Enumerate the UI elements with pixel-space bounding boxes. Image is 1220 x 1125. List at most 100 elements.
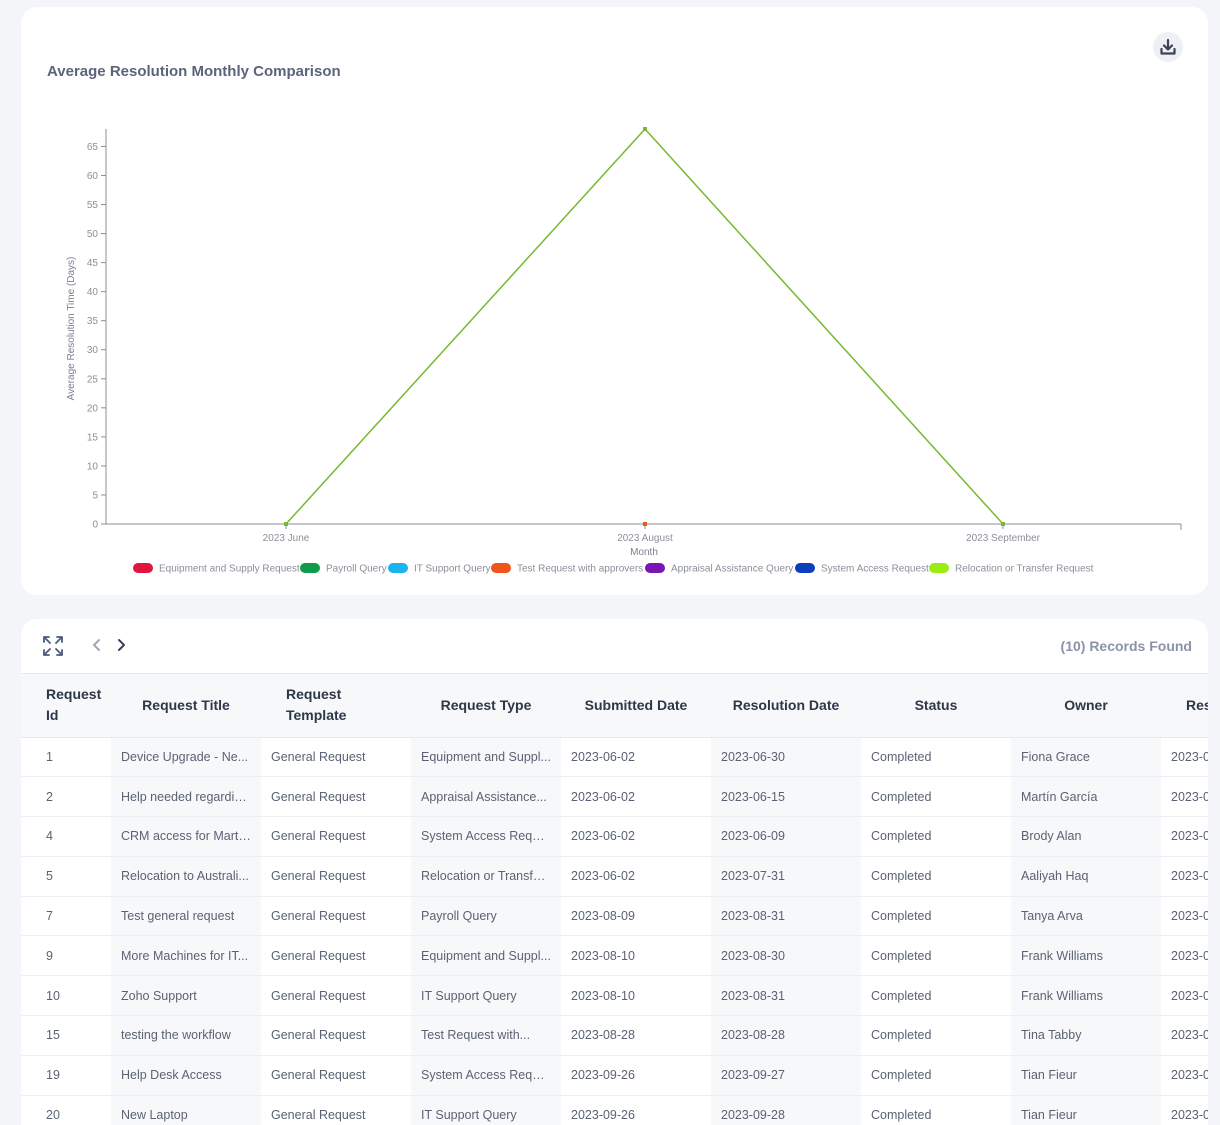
request-template-cell: General Request [271, 789, 366, 804]
resolution-cell: 2023-0 [1171, 749, 1208, 764]
y-tick-label: 20 [87, 403, 99, 414]
table-row[interactable]: 4 CRM access for Martin... General Request… [21, 816, 1208, 857]
table-row[interactable]: 10 Zoho Support General Request IT Support … [21, 975, 1208, 1016]
submitted-date-cell: 2023-08-28 [571, 1028, 635, 1043]
legend-swatch [300, 563, 320, 573]
table-header-row: Request Id Request Title Request Templat… [21, 674, 1208, 738]
request-title-cell: Help needed regardin... [111, 776, 261, 817]
y-tick-label: 10 [87, 461, 99, 472]
owner-cell: Tina Tabby [1011, 1015, 1161, 1056]
resolution-date-cell: 2023-08-30 [711, 935, 861, 976]
table-row[interactable]: 2 Help needed regardin... General Request A… [21, 776, 1208, 817]
column-header[interactable]: Request Id [21, 674, 111, 738]
records-found-count: (10) Records Found [1060, 638, 1192, 654]
submitted-date-cell: 2023-06-02 [571, 789, 635, 804]
table-toolbar: (10) Records Found [21, 619, 1208, 674]
column-header[interactable]: Request Title [111, 674, 261, 738]
submitted-date-cell: 2023-09-26 [571, 1108, 635, 1123]
resolution-cell: 2023-0 [1171, 1108, 1208, 1123]
column-header[interactable]: Request Template [261, 674, 411, 738]
status-cell: Completed [871, 789, 932, 804]
y-tick-label: 30 [87, 345, 99, 356]
y-tick-label: 45 [87, 258, 99, 269]
request-type-cell: Test Request with... [411, 1015, 561, 1056]
request-id-cell: 5 [46, 869, 53, 884]
legend-swatch [388, 563, 408, 573]
table-row[interactable]: 1 Device Upgrade - Ne... General Request Eq… [21, 737, 1208, 777]
request-id-cell: 2 [46, 789, 53, 804]
request-template-cell: General Request [271, 749, 366, 764]
next-page-button[interactable] [114, 635, 128, 655]
column-header[interactable]: Submitted Date [561, 674, 711, 738]
request-type-cell: Equipment and Suppl... [411, 737, 561, 777]
chart-card: 0 5 10 15 20 25 30 35 40 45 50 55 60 65 2023 June 2023 … [21, 7, 1208, 595]
request-title-cell: More Machines for IT... [111, 935, 261, 976]
column-header[interactable]: Status [861, 674, 1011, 738]
resolution-cell: 2023-0 [1171, 948, 1208, 963]
table-row[interactable]: 7 Test general request General Request Payr… [21, 896, 1208, 936]
status-cell: Completed [871, 829, 932, 844]
request-id-cell: 9 [46, 948, 53, 963]
column-header[interactable]: Request Type [411, 674, 561, 738]
resolution-date-cell: 2023-09-27 [711, 1055, 861, 1096]
request-title-cell: Relocation to Australi... [111, 856, 261, 897]
chevron-right-icon [118, 639, 125, 651]
data-point [284, 522, 288, 526]
column-header[interactable]: Res [1161, 674, 1208, 738]
table-row[interactable]: 20 New Laptop General Request IT Support Qu… [21, 1095, 1208, 1125]
y-tick-label: 0 [92, 520, 98, 531]
x-axis-label: Month [630, 547, 658, 558]
submitted-date-cell: 2023-08-10 [571, 948, 635, 963]
owner-cell: Brody Alan [1011, 816, 1161, 857]
status-cell: Completed [871, 1068, 932, 1083]
resolution-date-cell: 2023-08-28 [711, 1015, 861, 1056]
x-tick-label: 2023 September [966, 533, 1041, 544]
owner-cell: Tanya Arva [1011, 896, 1161, 936]
status-cell: Completed [871, 948, 932, 963]
resolution-cell: 2023-0 [1171, 909, 1208, 924]
request-template-cell: General Request [271, 988, 366, 1003]
request-id-cell: 15 [46, 1028, 60, 1043]
submitted-date-cell: 2023-09-26 [571, 1068, 635, 1083]
request-type-cell: System Access Request [411, 1055, 561, 1096]
submitted-date-cell: 2023-06-02 [571, 829, 635, 844]
request-id-cell: 1 [46, 749, 53, 764]
chart-title: Average Resolution Monthly Comparison [47, 63, 341, 80]
status-cell: Completed [871, 909, 932, 924]
request-template-cell: General Request [271, 909, 366, 924]
resolution-cell: 2023-0 [1171, 1028, 1208, 1043]
legend-label: IT Support Query [414, 564, 491, 575]
request-type-cell: Equipment and Suppl... [411, 935, 561, 976]
download-button[interactable] [1153, 32, 1183, 62]
series-line [285, 127, 1004, 525]
table-row[interactable]: 19 Help Desk Access General Request System … [21, 1055, 1208, 1096]
request-id-cell: 4 [46, 829, 53, 844]
request-title-cell: Device Upgrade - Ne... [111, 737, 261, 777]
legend-swatch [929, 563, 949, 573]
data-point [643, 522, 647, 526]
resolution-cell: 2023-0 [1171, 789, 1208, 804]
request-title-cell: New Laptop [111, 1095, 261, 1125]
column-header[interactable]: Resolution Date [711, 674, 861, 738]
column-header[interactable]: Owner [1011, 674, 1161, 738]
prev-page-button[interactable] [90, 635, 104, 655]
legend-swatch [795, 563, 815, 573]
table-row[interactable]: 5 Relocation to Australi... General Reques… [21, 856, 1208, 897]
status-cell: Completed [871, 1028, 932, 1043]
resolution-date-cell: 2023-07-31 [711, 856, 861, 897]
y-tick-label: 25 [87, 374, 99, 385]
resolution-date-cell: 2023-06-30 [711, 737, 861, 777]
expand-button[interactable] [41, 634, 65, 658]
x-tick-label: 2023 August [617, 533, 673, 544]
table-row[interactable]: 9 More Machines for IT... General Request E… [21, 935, 1208, 976]
request-title-cell: CRM access for Martin... [111, 816, 261, 857]
request-type-cell: Appraisal Assistance... [411, 776, 561, 817]
resolution-cell: 2023-0 [1171, 869, 1208, 884]
table-row[interactable]: 15 testing the workflow General Request Tes… [21, 1015, 1208, 1056]
legend-label: Appraisal Assistance Query [671, 564, 793, 575]
y-tick-label: 60 [87, 171, 99, 182]
request-type-cell: Relocation or Transfer... [411, 856, 561, 897]
legend-label: Test Request with approvers [517, 564, 643, 575]
request-id-cell: 19 [46, 1068, 60, 1083]
line-chart: 0 5 10 15 20 25 30 35 40 45 50 55 60 65 2023 June 2023 … [66, 127, 1182, 575]
